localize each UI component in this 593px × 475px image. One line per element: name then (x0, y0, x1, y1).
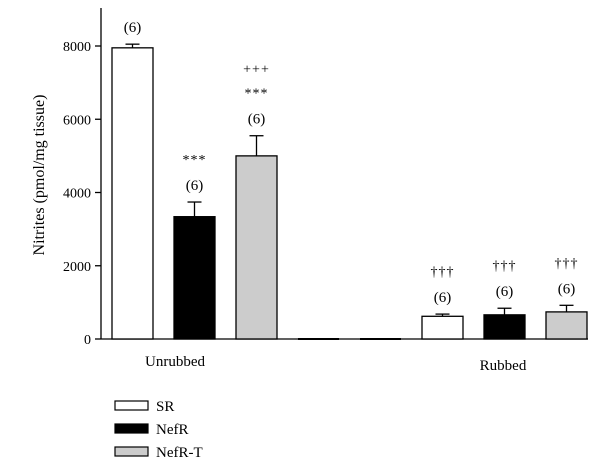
significance-mark-2-1: *** (245, 87, 269, 102)
n-label-6: (6) (496, 284, 514, 300)
y-tick-label-0: 0 (84, 333, 91, 348)
legend-swatch-nefr-t (114, 446, 149, 457)
legend: SR NefR NefR-T (114, 399, 203, 461)
bar-2 (235, 155, 278, 340)
n-label-1: (6) (186, 178, 204, 194)
bar-6 (483, 314, 526, 340)
group-label-rubbed: Rubbed (480, 358, 527, 374)
legend-swatch-sr (114, 400, 149, 411)
bar-7 (545, 311, 588, 340)
significance-mark-6-0: ††† (493, 259, 517, 274)
y-axis-title: Nitrites (pmol/mg tissue) (31, 95, 48, 256)
bar-0 (111, 47, 154, 340)
significance-mark-5-0: ††† (431, 265, 455, 280)
legend-label-nefr: NefR (156, 422, 189, 438)
y-tick-label-4000: 4000 (63, 187, 91, 202)
bar-annotations: (6) (6) *** (6) *** +++ (6) ††† (6) ††† (6) ††† (124, 20, 579, 306)
significance-mark-7-0: ††† (555, 256, 579, 271)
significance-mark-1-0: *** (183, 153, 207, 168)
bar-5 (421, 315, 464, 340)
bars (111, 43, 588, 340)
y-tick-label-6000: 6000 (63, 113, 91, 128)
n-label-2: (6) (248, 112, 266, 128)
legend-label-nefr-t: NefR-T (156, 445, 203, 461)
y-tick-label-8000: 8000 (63, 40, 91, 55)
n-label-5: (6) (434, 290, 452, 306)
n-label-7: (6) (558, 281, 576, 297)
legend-swatch-nefr (114, 423, 149, 434)
significance-mark-2-0: +++ (243, 63, 270, 78)
y-tick-label-2000: 2000 (63, 260, 91, 275)
n-label-0: (6) (124, 20, 142, 36)
legend-label-sr: SR (156, 399, 174, 415)
group-label-unrubbed: Unrubbed (145, 354, 205, 370)
bar-1 (173, 216, 216, 340)
